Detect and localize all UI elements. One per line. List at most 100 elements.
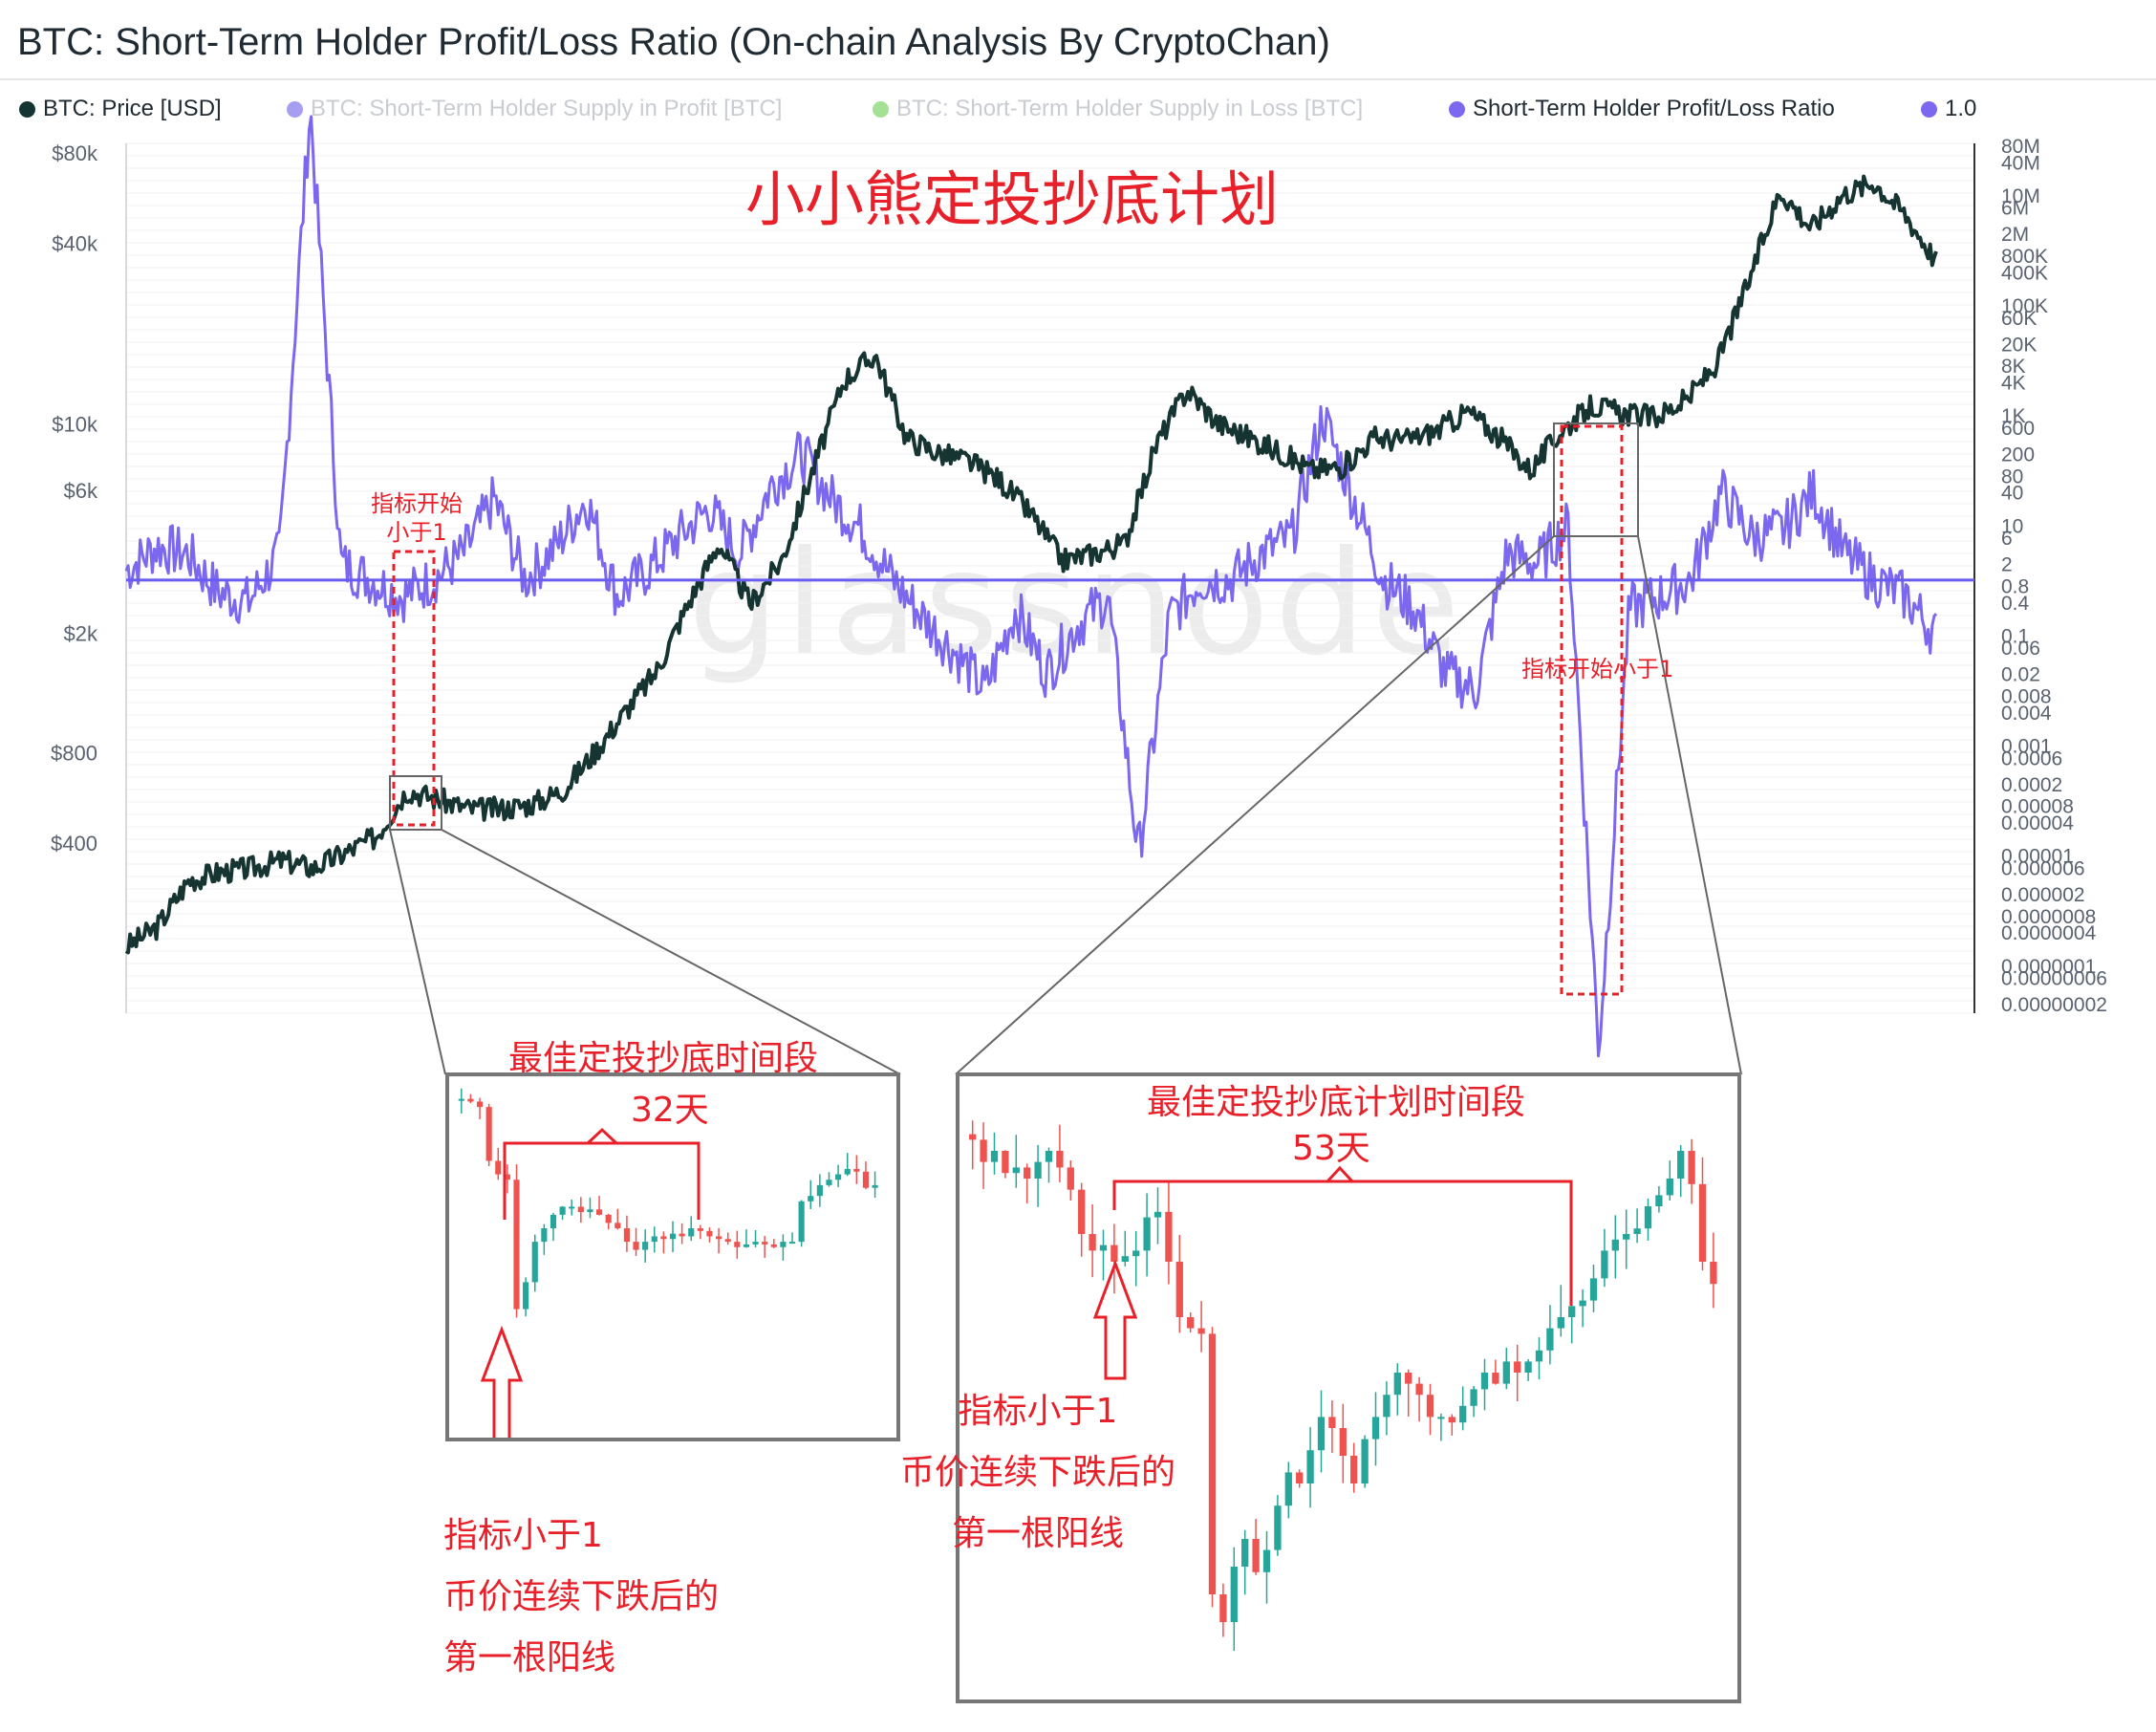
- candle-body: [1262, 1549, 1271, 1572]
- candle-body: [1132, 1250, 1140, 1257]
- inset1-bracket: [503, 1141, 701, 1220]
- y-right-tick-label: 80M: [2001, 136, 2040, 158]
- right-marker-label: 指标开始小于1: [1521, 656, 1674, 682]
- y-right-tick-label: 600: [2001, 418, 2035, 440]
- y-right-tick-label: 0.8: [2001, 575, 2029, 597]
- candle-body: [752, 1242, 759, 1245]
- candle-body: [1437, 1417, 1445, 1419]
- y-right-tick-label: 6: [2001, 528, 2013, 550]
- candle-body: [1415, 1383, 1423, 1396]
- candle-body: [1024, 1167, 1031, 1179]
- legend-item-ratio[interactable]: Short-Term Holder Profit/Loss Ratio: [1449, 96, 1835, 122]
- candle-body: [762, 1242, 768, 1245]
- candle-body: [1492, 1373, 1499, 1384]
- legend-dot-ratio: [1449, 100, 1465, 118]
- y-right-tick-label: 800K: [2001, 246, 2048, 268]
- candle-body: [1601, 1250, 1608, 1279]
- inset2-title: 最佳定投抄底计划时间段: [1147, 1083, 1526, 1122]
- candle-body: [660, 1236, 667, 1240]
- candle-body: [513, 1180, 520, 1310]
- legend-label-one: 1.0: [1945, 96, 1977, 121]
- candle-body: [531, 1242, 538, 1283]
- candle-body: [872, 1184, 878, 1188]
- candle-body: [770, 1244, 777, 1247]
- y-right-tick-label: 0.0000008: [2001, 906, 2096, 928]
- candle-body: [980, 1139, 987, 1162]
- candle-body: [1470, 1389, 1477, 1406]
- connector-line: [955, 535, 1555, 1075]
- candle-body: [1514, 1361, 1521, 1373]
- candle-body: [1143, 1217, 1151, 1251]
- legend-item-one[interactable]: 1.0: [1921, 96, 1976, 122]
- candle-body: [467, 1098, 474, 1102]
- y-right-tick-label: 2: [2001, 554, 2013, 576]
- candle-body: [1252, 1539, 1260, 1572]
- y-right-tick-label: 0.06: [2001, 638, 2040, 660]
- candle-body: [990, 1151, 999, 1162]
- y-right-tick-label: 0.00000006: [2001, 968, 2107, 990]
- legend-item-price[interactable]: BTC: Price [USD]: [19, 96, 222, 122]
- candle-body: [1045, 1151, 1053, 1162]
- connector-line: [441, 829, 901, 1075]
- candle-body: [808, 1196, 814, 1202]
- connector-line: [389, 829, 446, 1075]
- candle-body: [559, 1206, 566, 1215]
- candle-body: [1557, 1317, 1564, 1329]
- candle-body: [853, 1168, 860, 1172]
- inset1-up-arrow: [480, 1325, 524, 1508]
- y-left-tick-label: $800: [51, 742, 97, 766]
- candle-body: [1306, 1450, 1314, 1483]
- y-right-tick-label: 0.000002: [2001, 884, 2085, 906]
- candle-body: [780, 1242, 787, 1247]
- right-marker-box: [1560, 424, 1624, 996]
- candle-body: [1459, 1405, 1467, 1423]
- candle-body: [862, 1171, 870, 1188]
- legend-item-supply-profit[interactable]: BTC: Short-Term Holder Supply in Profit …: [287, 96, 782, 122]
- candle-body: [577, 1206, 584, 1213]
- candle-body: [1623, 1234, 1630, 1240]
- y-left-tick-label: $40k: [52, 231, 98, 255]
- y-right-tick-label: 0.0002: [2001, 774, 2062, 796]
- candle-body: [1688, 1151, 1695, 1184]
- legend-label-price: BTC: Price [USD]: [43, 96, 222, 121]
- inset1-bracket-notch: [586, 1127, 618, 1145]
- legend-item-supply-loss[interactable]: BTC: Short-Term Holder Supply in Loss [B…: [873, 96, 1363, 122]
- y-right-tick-label: 100K: [2001, 295, 2048, 317]
- candle-body: [458, 1098, 464, 1101]
- inset1-title: 最佳定投抄底时间段: [508, 1039, 819, 1078]
- y-right-tick-label: 0.000006: [2001, 857, 2085, 879]
- candle-body: [788, 1242, 796, 1245]
- candle-body: [1284, 1472, 1292, 1506]
- candle-body: [1393, 1373, 1401, 1396]
- y-left-tick-label: $10k: [52, 412, 98, 436]
- inset1-note: 指标小于1 币价连续下跌后的 第一根阳线: [443, 1516, 720, 1678]
- candle-body: [706, 1230, 713, 1237]
- inset2-days: 53天: [1292, 1129, 1370, 1168]
- candle-body: [1655, 1195, 1663, 1206]
- y-right-tick-label: 0.4: [2001, 593, 2030, 615]
- candle-body: [495, 1160, 502, 1175]
- candle-body: [1502, 1361, 1510, 1384]
- y-right-tick-label: 4K: [2001, 373, 2026, 395]
- left-marker-box: [392, 550, 436, 827]
- candle-body: [826, 1180, 832, 1185]
- candle-body: [1698, 1183, 1707, 1262]
- candle-body: [1371, 1417, 1380, 1440]
- candle-body: [1405, 1373, 1412, 1384]
- y-right-tick-label: 2M: [2001, 224, 2029, 246]
- candle-body: [669, 1233, 677, 1240]
- candle-body: [734, 1242, 741, 1247]
- inset2-bracket-notch: [1326, 1165, 1354, 1183]
- candle-body: [1110, 1245, 1118, 1262]
- candle-body: [1535, 1350, 1543, 1362]
- y-left-tick-label: $6k: [64, 479, 98, 503]
- candle-body: [623, 1228, 630, 1243]
- legend-dot-supply-loss: [873, 100, 889, 118]
- candle-body: [816, 1184, 823, 1197]
- inset-candles-2: [956, 1072, 1741, 1703]
- inset1-days: 32天: [631, 1091, 709, 1130]
- y-right-tick-label: 0.001: [2001, 736, 2052, 758]
- candle-body: [716, 1236, 722, 1240]
- candle-body: [1187, 1317, 1195, 1329]
- legend: BTC: Price [USD] BTC: Short-Term Holder …: [17, 96, 2148, 130]
